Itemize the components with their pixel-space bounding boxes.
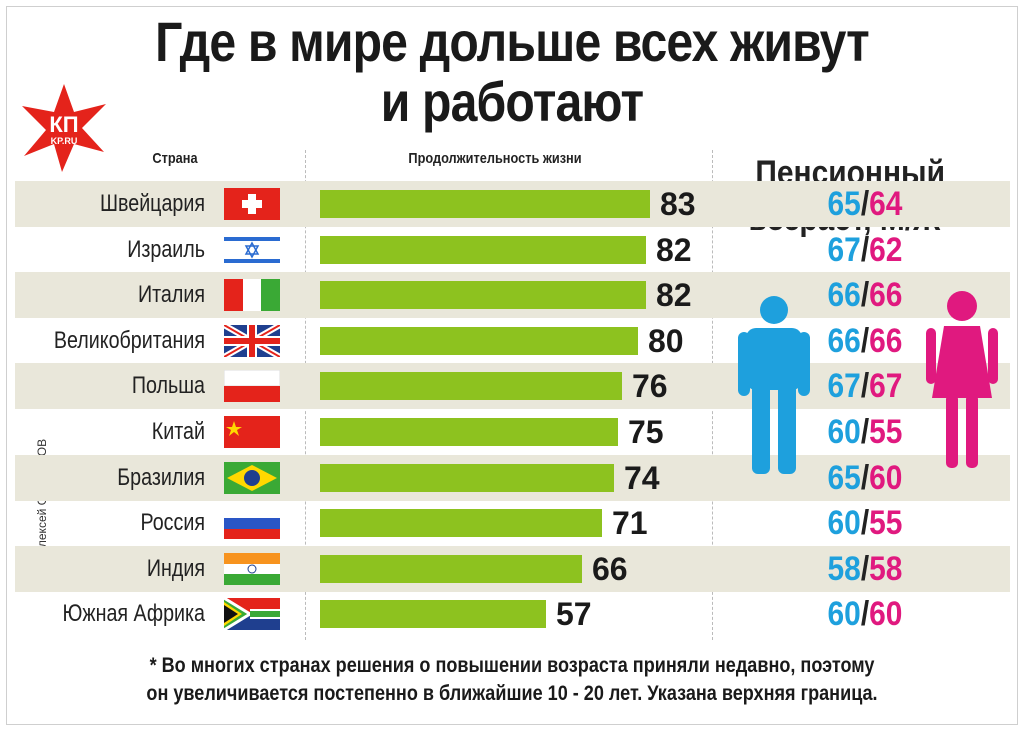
india-flag-icon xyxy=(224,552,280,585)
italy-flag-icon xyxy=(224,279,280,312)
footnote-line-2: он увеличивается постепенно в ближайшие … xyxy=(146,682,878,705)
footnote-line-1: * Во многих странах решения о повышении … xyxy=(149,654,875,677)
retirement-female: 55 xyxy=(869,413,903,451)
retirement-age: 67/62 xyxy=(790,227,940,273)
life-value-label: 82 xyxy=(656,231,692,268)
country-label: Индия xyxy=(146,554,205,582)
life-value-label: 71 xyxy=(612,505,648,542)
poland-flag-icon xyxy=(224,370,280,403)
retirement-female: 62 xyxy=(869,230,903,269)
retirement-age: 60/55 xyxy=(790,409,940,455)
life-bar xyxy=(320,463,614,492)
country-label: Южная Африка xyxy=(62,600,205,628)
life-value-label: 75 xyxy=(628,414,664,450)
life-bar xyxy=(320,418,618,446)
country-label: Великобритания xyxy=(53,326,205,354)
life-value-label: 66 xyxy=(592,550,628,587)
infographic-frame xyxy=(6,6,1018,725)
life-bar xyxy=(320,554,582,583)
retirement-male: 67 xyxy=(827,367,861,406)
retirement-male: 60 xyxy=(827,595,861,634)
china-flag-icon xyxy=(224,416,280,448)
retirement-separator: / xyxy=(860,321,870,360)
retirement-age: 65/64 xyxy=(790,181,940,227)
life-bar xyxy=(320,235,646,264)
retirement-separator: / xyxy=(860,230,870,269)
retirement-female: 55 xyxy=(869,504,903,543)
kp-logo: КП KP.RU xyxy=(22,84,106,172)
retirement-male: 66 xyxy=(827,321,861,360)
life-bar xyxy=(320,600,546,629)
retirement-separator: / xyxy=(860,367,870,406)
retirement-separator: / xyxy=(860,504,870,543)
life-bar xyxy=(320,509,602,538)
retirement-male: 65 xyxy=(827,185,861,223)
retirement-age: 66/66 xyxy=(790,318,940,364)
retirement-male: 60 xyxy=(827,504,861,543)
retirement-male: 60 xyxy=(827,413,861,451)
israel-flag-icon xyxy=(224,233,280,266)
life-value-label: 74 xyxy=(624,459,660,496)
country-label: Швейцария xyxy=(99,190,205,217)
retirement-separator: / xyxy=(860,458,870,497)
retirement-female: 67 xyxy=(869,367,903,406)
retirement-female: 60 xyxy=(869,458,903,497)
retirement-separator: / xyxy=(860,549,870,588)
retirement-male: 67 xyxy=(827,230,861,269)
country-label: Россия xyxy=(140,509,205,537)
retirement-female: 60 xyxy=(869,595,903,634)
retirement-separator: / xyxy=(860,185,870,223)
country-label: Бразилия xyxy=(117,463,205,491)
life-bar xyxy=(320,281,646,310)
brazil-flag-icon xyxy=(224,461,280,494)
retirement-male: 58 xyxy=(827,549,861,588)
uk-flag-icon xyxy=(224,324,280,357)
retirement-age: 60/55 xyxy=(790,500,940,546)
retirement-age: 66/66 xyxy=(790,272,940,318)
retirement-age: 65/60 xyxy=(790,455,940,501)
header-country: Страна xyxy=(152,150,198,167)
retirement-female: 64 xyxy=(869,185,903,223)
retirement-separator: / xyxy=(860,595,870,634)
retirement-separator: / xyxy=(860,413,870,451)
life-value-label: 80 xyxy=(648,322,684,359)
switzerland-flag-icon xyxy=(224,188,280,220)
russia-flag-icon xyxy=(224,507,280,540)
life-value-label: 57 xyxy=(556,596,592,633)
retirement-age: 60/60 xyxy=(790,591,940,637)
retirement-male: 65 xyxy=(827,458,861,497)
title-line-1: Где в мире дольше всех живут xyxy=(155,10,870,73)
life-value-label: 83 xyxy=(660,186,696,222)
life-value-label: 76 xyxy=(632,368,668,405)
life-value-label: 82 xyxy=(656,277,692,314)
title-line-2: и работают xyxy=(380,70,644,133)
female-figure-icon xyxy=(926,291,998,468)
header-life-expectancy: Продолжительность жизни xyxy=(408,150,582,167)
retirement-male: 66 xyxy=(827,276,861,315)
svg-text:КП: КП xyxy=(49,112,78,137)
retirement-female: 58 xyxy=(869,549,903,588)
life-bar xyxy=(320,372,622,401)
country-label: Италия xyxy=(137,281,205,309)
country-label: Израиль xyxy=(127,235,205,263)
country-label: Китай xyxy=(151,418,205,445)
life-bar xyxy=(320,190,650,218)
life-bar xyxy=(320,326,638,355)
svg-text:KP.RU: KP.RU xyxy=(51,136,78,146)
retirement-age: 67/67 xyxy=(790,363,940,409)
south-africa-flag-icon xyxy=(224,598,280,631)
retirement-female: 66 xyxy=(869,321,903,360)
country-label: Польша xyxy=(131,372,205,400)
male-figure-icon xyxy=(738,296,810,474)
retirement-female: 66 xyxy=(869,276,903,315)
retirement-separator: / xyxy=(860,276,870,315)
retirement-age: 58/58 xyxy=(790,546,940,592)
